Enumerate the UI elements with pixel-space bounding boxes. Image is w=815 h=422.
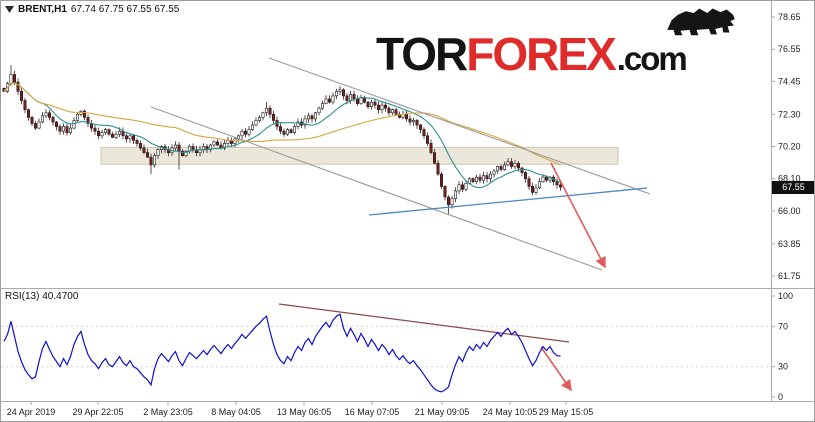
panel-borders	[1, 1, 814, 402]
time-axis: 24 Apr 2019 29 Apr 22:05 2 May 23:05 8 May …	[7, 402, 594, 417]
price-axis-label: 78.65	[778, 12, 801, 22]
current-price-tag: 67.55	[772, 181, 814, 194]
rsi-indicator-label: RSI(13) 40.4700	[5, 291, 79, 302]
price-axis: 78.65 76.55 74.45 72.30 70.20 68.10 66.00 63.85…	[771, 12, 801, 281]
forecast-arrows	[540, 162, 606, 392]
resistance-zone	[100, 146, 619, 165]
symbol-legend: BRENT,H1 67.74 67.75 67.55 67.55	[5, 4, 179, 15]
symbol-name: BRENT,H1	[18, 4, 67, 15]
time-axis-label: 16 May 07:05	[345, 407, 400, 417]
symbol-icon	[5, 6, 14, 13]
price-axis-label: 74.45	[778, 76, 801, 86]
ma-slow-line	[3, 82, 561, 166]
price-axis-label: 72.30	[778, 109, 801, 119]
ohlc-values: 67.74 67.75 67.55 67.55	[70, 4, 180, 15]
time-axis-label: 13 May 06:05	[277, 407, 332, 417]
price-axis-label: 68.10	[778, 174, 801, 184]
rsi-axis: 100 70 30 0	[771, 291, 793, 402]
candlestick-series	[2, 65, 562, 214]
rsi-line	[3, 313, 561, 393]
time-axis-label: 24 Apr 2019	[7, 407, 56, 417]
rsi-axis-label: 100	[778, 291, 793, 301]
rsi-axis-label: 0	[778, 392, 783, 402]
rsi-axis-label: 30	[778, 362, 788, 372]
time-axis-label: 24 May 10:05	[483, 407, 538, 417]
time-axis-label: 29 May 15:05	[539, 407, 594, 417]
price-axis-label: 63.85	[778, 239, 801, 249]
rsi-level-lines	[1, 325, 771, 368]
time-axis-label: 8 May 04:05	[211, 407, 261, 417]
time-axis-label: 29 Apr 22:05	[72, 407, 123, 417]
time-axis-label: 21 May 09:05	[415, 407, 470, 417]
support-trendline	[368, 187, 648, 216]
ma-fast-line	[3, 82, 561, 189]
price-axis-label: 61.75	[778, 271, 801, 281]
rsi-trendline	[278, 303, 570, 343]
descending-channel-lines	[150, 57, 651, 271]
price-axis-label: 70.20	[778, 142, 801, 152]
price-axis-label: 66.00	[778, 206, 801, 216]
time-axis-label: 2 May 23:05	[143, 407, 193, 417]
rsi-axis-label: 70	[778, 321, 788, 331]
price-axis-label: 76.55	[778, 44, 801, 54]
